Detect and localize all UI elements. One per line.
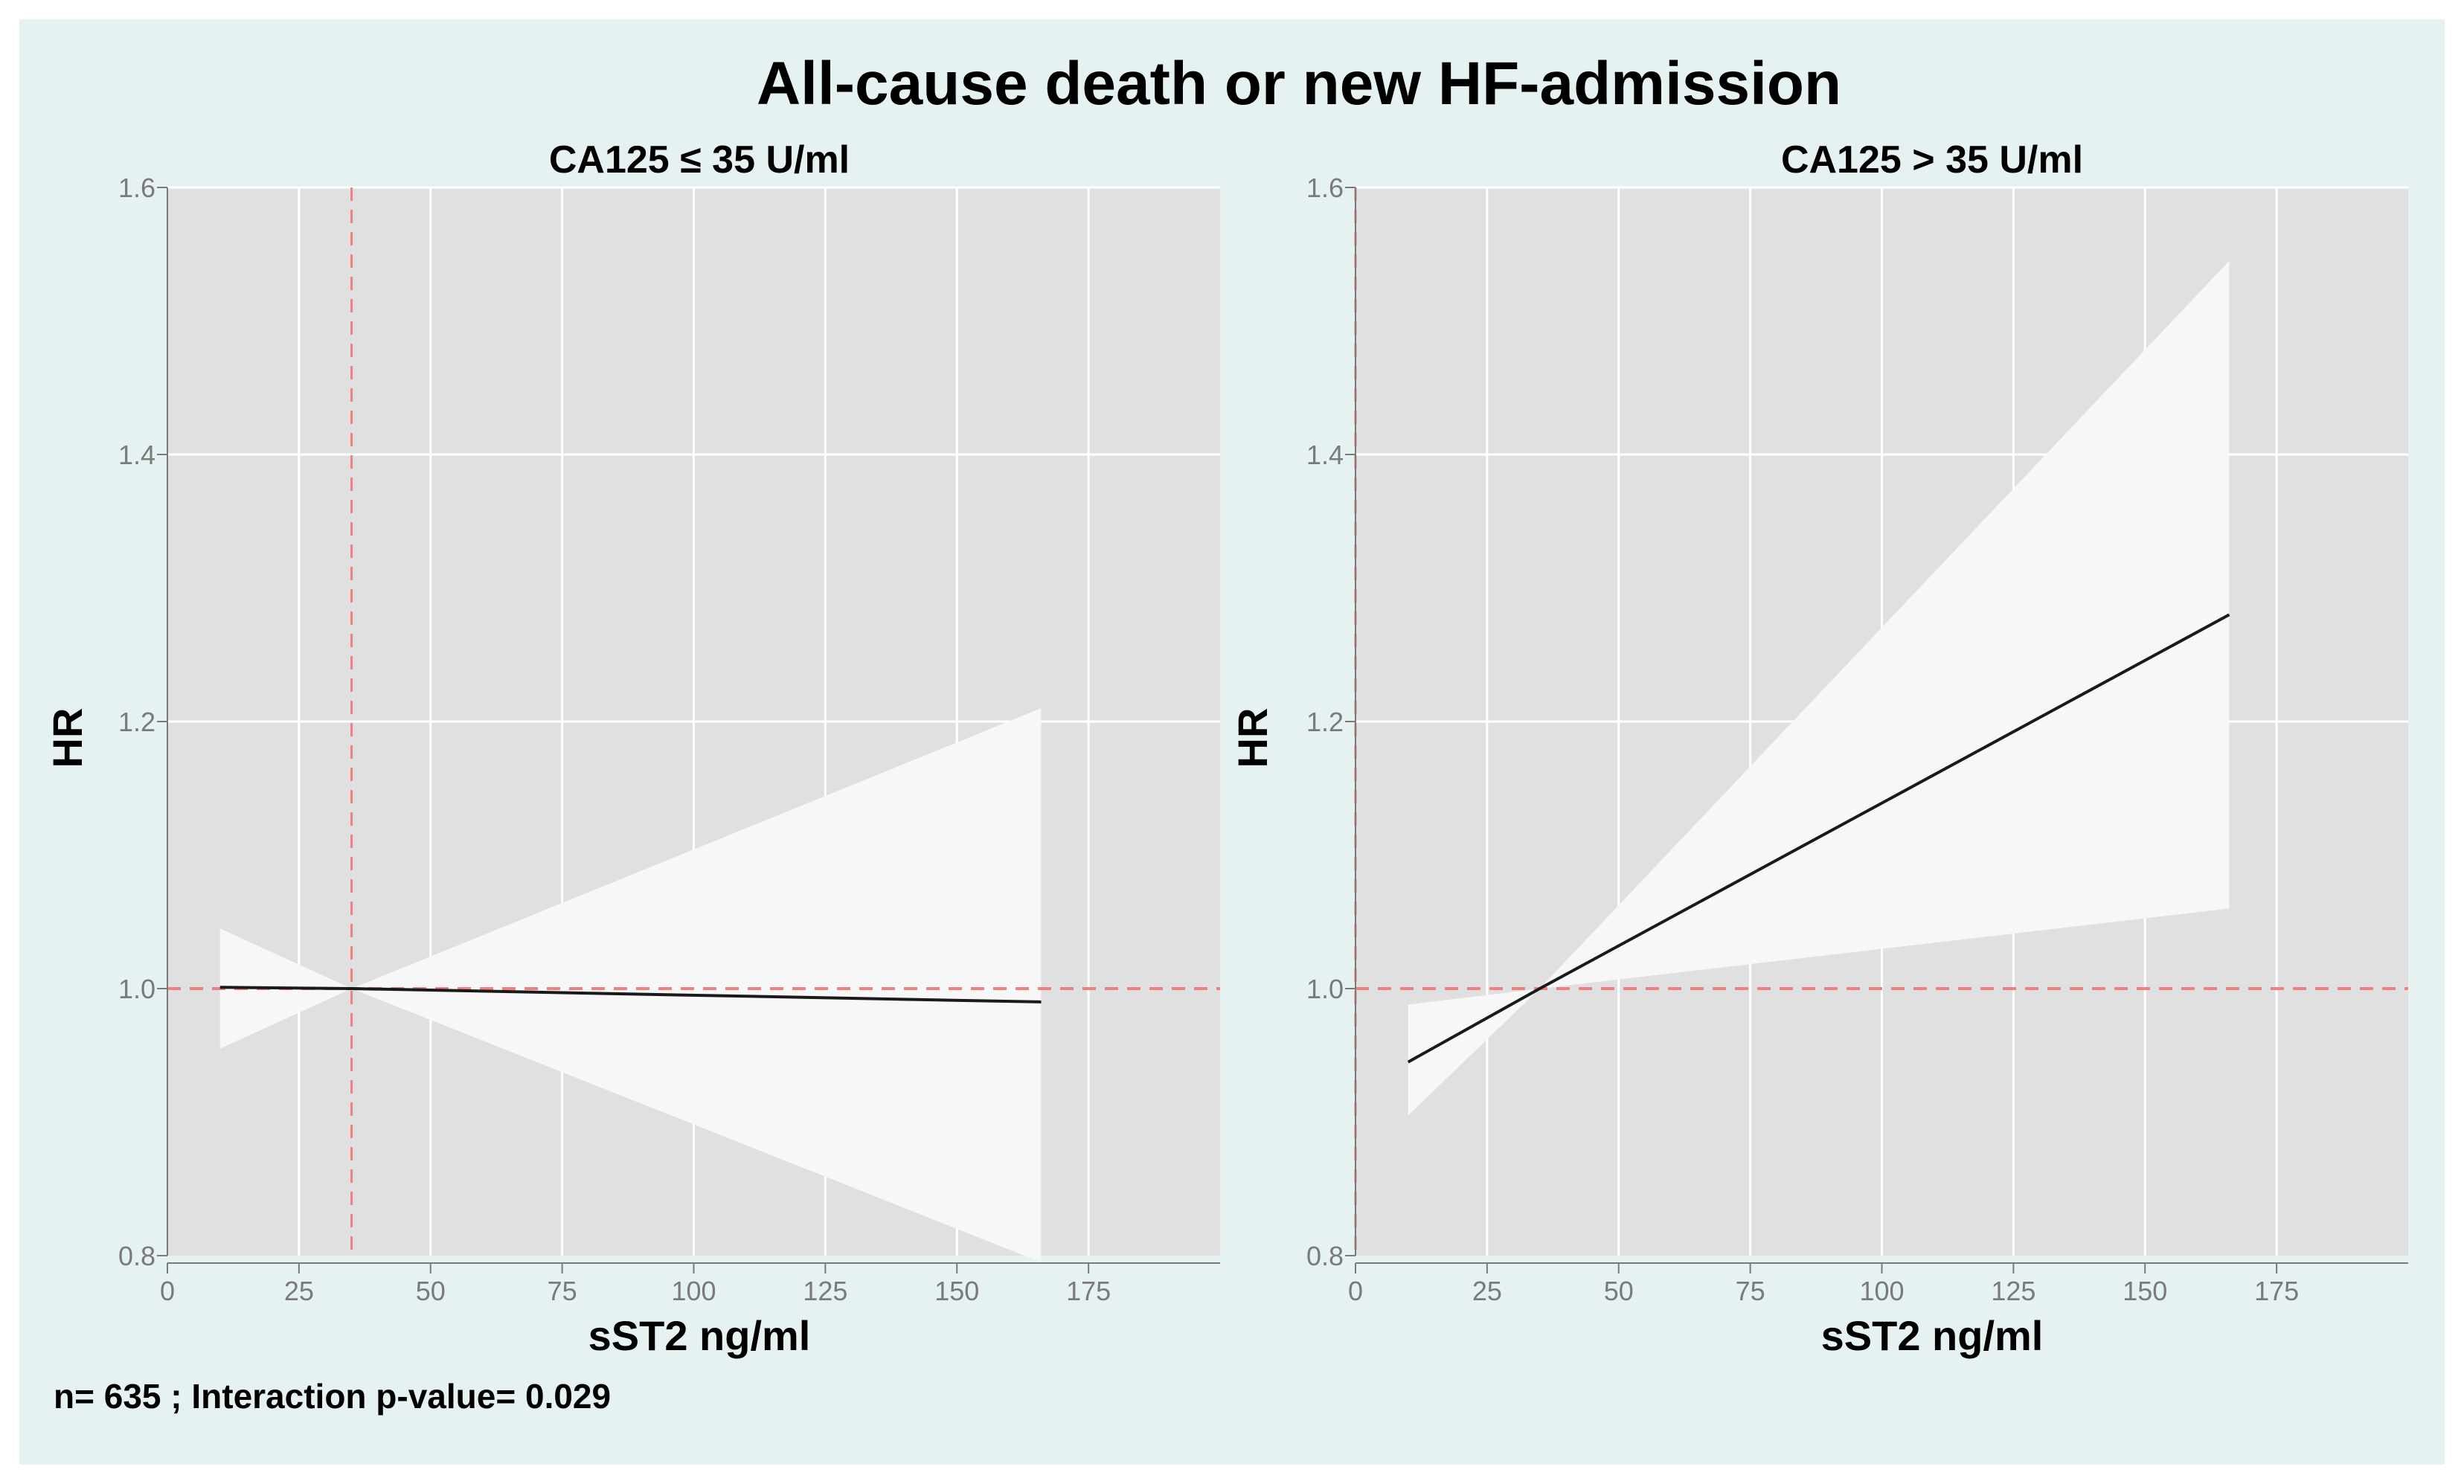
x-tick-label: 175 — [1066, 1276, 1111, 1306]
y-tick-label: 1.2 — [1306, 707, 1344, 737]
x-tick-label: 75 — [1736, 1276, 1765, 1306]
y-tick-label: 0.8 — [118, 1241, 155, 1271]
x-tick-label: 0 — [1348, 1276, 1363, 1306]
series-line — [219, 986, 1042, 1003]
x-tick-label: 50 — [1604, 1276, 1634, 1306]
y-tick-label: 1.4 — [1306, 440, 1344, 470]
confidence-band — [1408, 260, 2230, 1116]
panel-title: CA125 ≤ 35 U/ml — [549, 138, 850, 182]
x-tick-label: 175 — [2254, 1276, 2299, 1306]
x-tick-label: 25 — [1472, 1276, 1502, 1306]
x-tick-label: 100 — [671, 1276, 716, 1306]
y-tick-label: 1.6 — [1306, 173, 1344, 203]
x-axis-label: sST2 ng/ml — [588, 1312, 811, 1359]
y-tick-label: 1.6 — [118, 173, 155, 203]
x-tick-label: 75 — [548, 1276, 577, 1306]
x-tick-label: 150 — [2123, 1276, 2167, 1306]
panel-left: 0.8 1.0 1.2 1.4 1.6 0 25 50 75 100 125 150 175 CA125 … — [44, 138, 1220, 1359]
y-tick-label: 1.0 — [1306, 974, 1344, 1004]
x-tick-label: 150 — [934, 1276, 979, 1306]
x-tick-label: 25 — [284, 1276, 314, 1306]
footnote: n= 635 ; Interaction p-value= 0.029 — [54, 1377, 611, 1416]
figure-title: All-cause death or new HF-admission — [757, 50, 1841, 118]
y-tick-label: 1.2 — [118, 707, 155, 737]
panel-title: CA125 > 35 U/ml — [1781, 138, 2083, 182]
x-tick-label: 100 — [1859, 1276, 1904, 1306]
y-tick-label: 1.4 — [118, 440, 155, 470]
x-tick-label: 125 — [1991, 1276, 2035, 1306]
x-tick-label: 50 — [416, 1276, 446, 1306]
y-axis-label: HR — [1229, 708, 1276, 768]
y-axis-label: HR — [44, 708, 91, 768]
x-tick-label: 125 — [803, 1276, 847, 1306]
x-tick-label: 0 — [160, 1276, 175, 1306]
y-tick-label: 1.0 — [118, 974, 155, 1004]
series-line — [1407, 613, 2230, 1064]
y-tick-label: 0.8 — [1306, 1241, 1344, 1271]
x-axis-label: sST2 ng/ml — [1821, 1312, 2044, 1359]
confidence-band — [219, 708, 1042, 1262]
panel-right: 0.8 1.0 1.2 1.4 1.6 0 25 50 75 100 125 150 175 CA125 … — [1229, 138, 2408, 1359]
